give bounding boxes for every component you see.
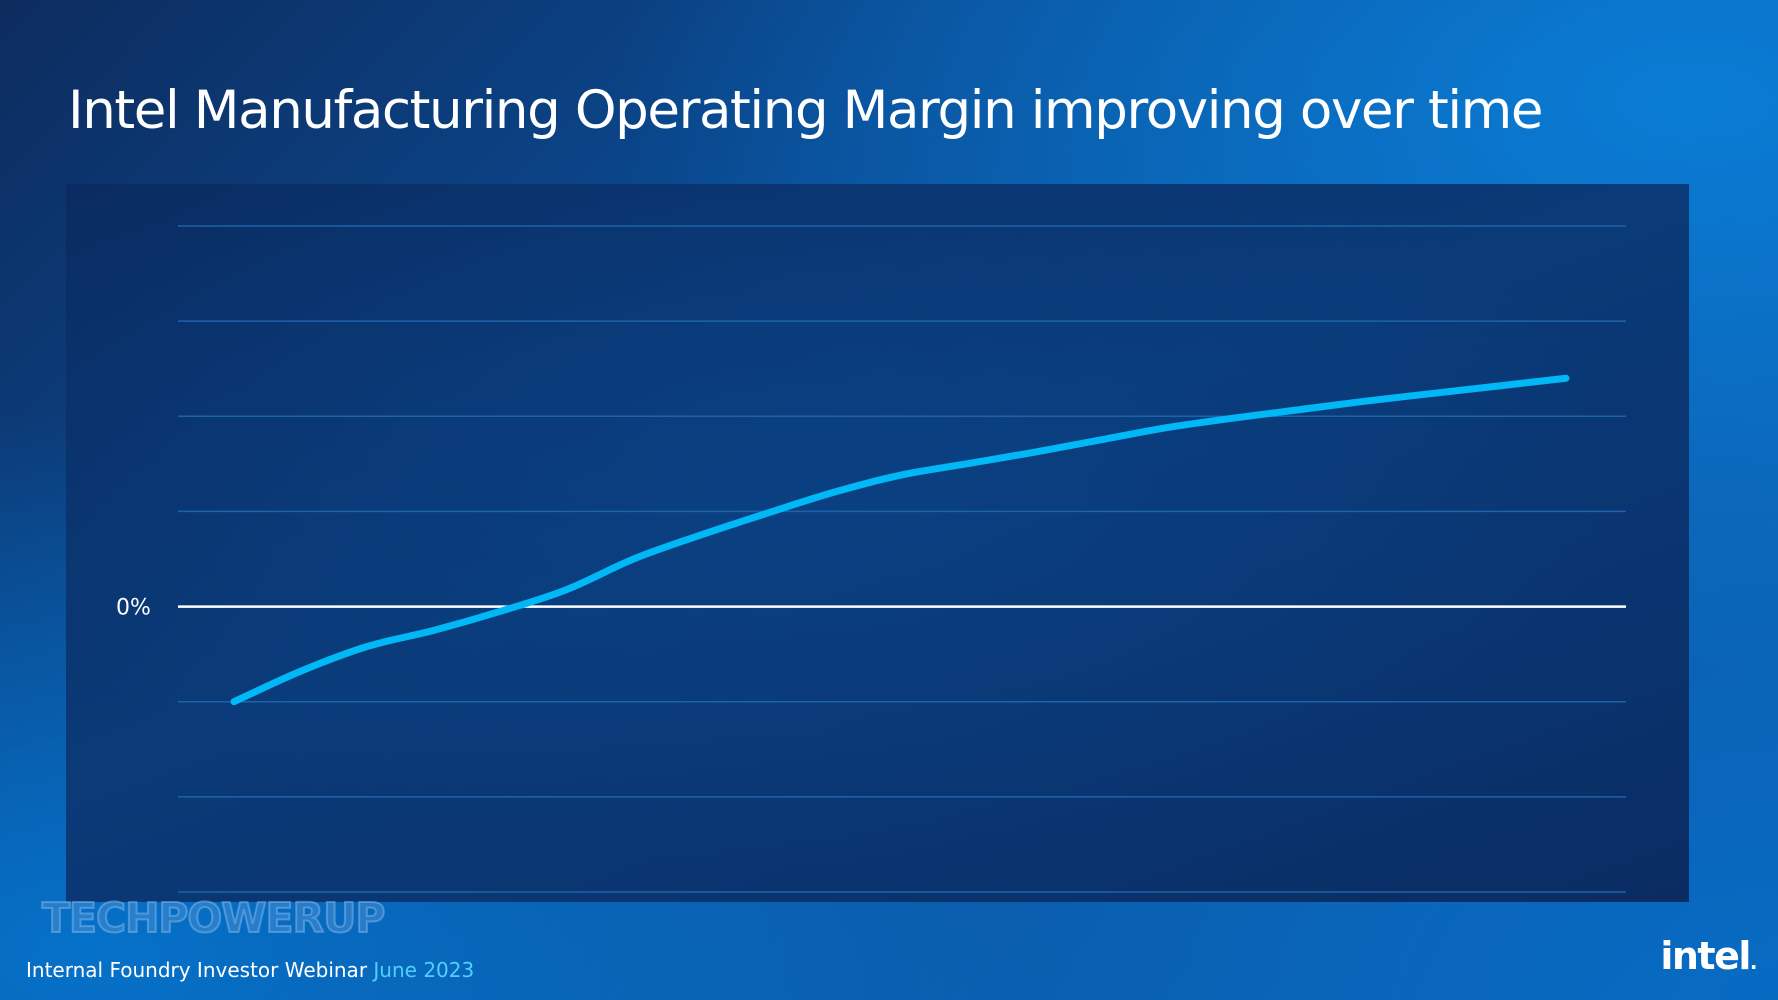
footer-event: Internal Foundry Investor Webinar bbox=[26, 958, 368, 982]
intel-logo-dot: . bbox=[1749, 950, 1758, 974]
techpowerup-watermark: TECHPOWERUP bbox=[41, 893, 386, 943]
chart: 0% bbox=[116, 225, 1626, 893]
y-tick-label: 0% bbox=[116, 596, 151, 621]
gridlines bbox=[178, 225, 1626, 893]
slide-title: Intel Manufacturing Operating Margin imp… bbox=[68, 80, 1544, 141]
footer: Internal Foundry Investor Webinar June 2… bbox=[26, 958, 474, 982]
series-layer bbox=[230, 374, 1570, 706]
y-tick-labels: 0% bbox=[116, 596, 151, 621]
chart-panel: 0% bbox=[66, 184, 1689, 902]
footer-date: June 2023 bbox=[373, 958, 475, 982]
intel-logo-text: intel bbox=[1660, 934, 1751, 978]
operating-margin-line bbox=[230, 374, 1570, 706]
intel-logo: intel. bbox=[1660, 934, 1758, 978]
